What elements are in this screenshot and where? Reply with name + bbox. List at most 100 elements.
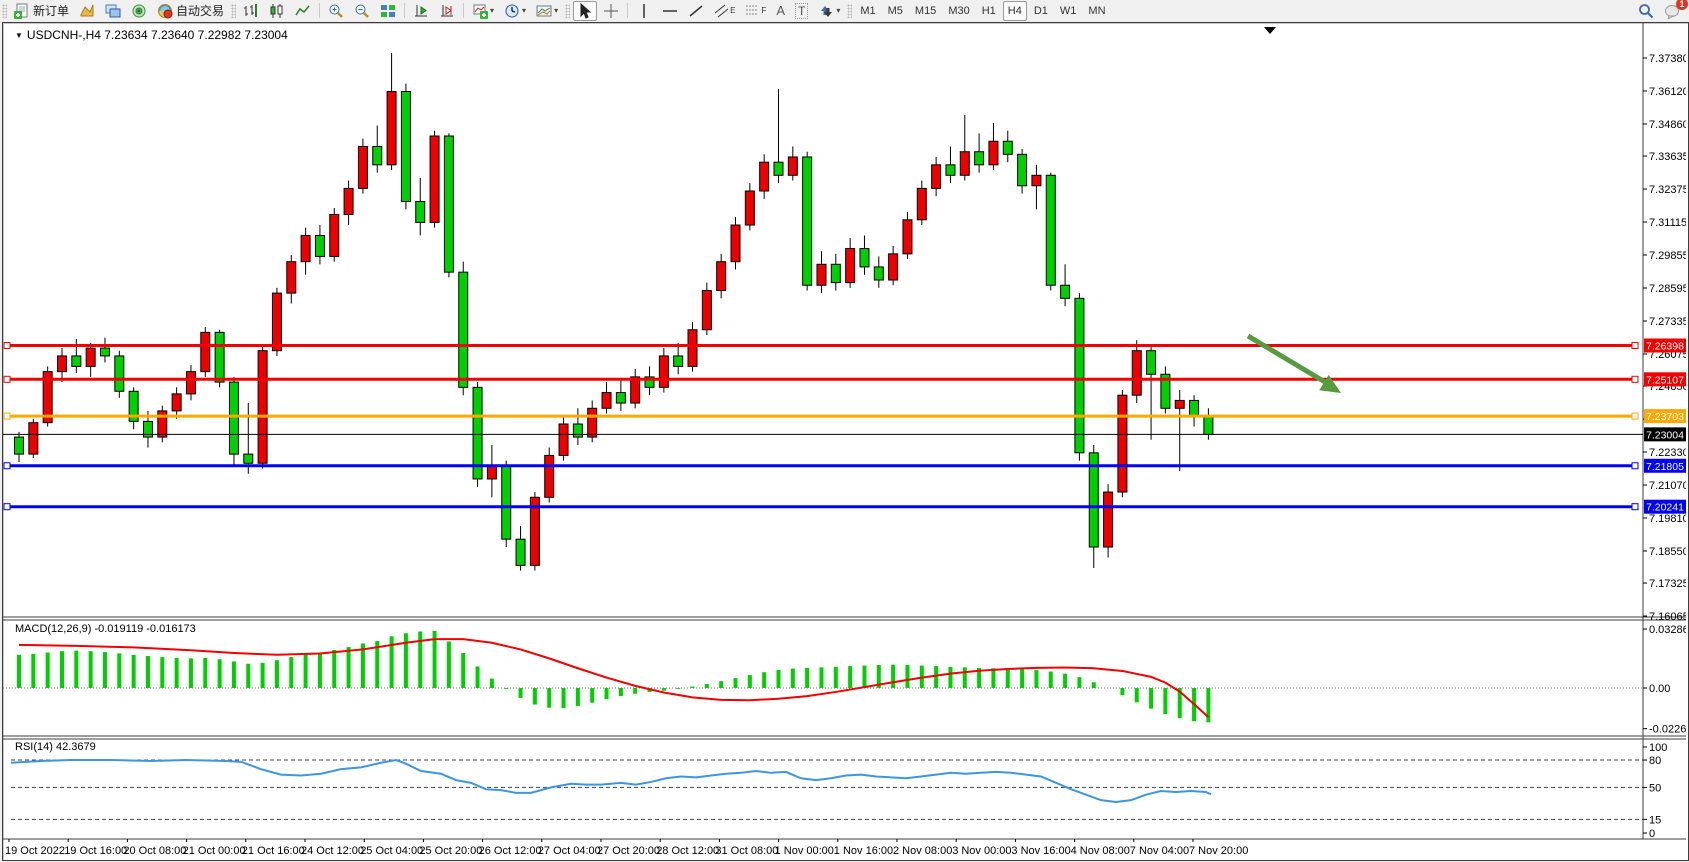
market-watch-icon — [79, 3, 95, 19]
candle-body — [99, 347, 110, 357]
templates-button[interactable]: ▾ — [532, 1, 562, 21]
vertical-line-tool[interactable] — [632, 1, 656, 21]
chart-shift-marker[interactable] — [1264, 27, 1276, 34]
indicators-button[interactable]: ▾ — [468, 1, 498, 21]
chart-canvas[interactable]: 7.37380 7.36120 7.34860 7.33635 7.32375 7.311… — [3, 23, 1686, 858]
candlestick-button[interactable] — [265, 1, 289, 21]
new-order-button[interactable]: 新订单 — [10, 1, 73, 21]
arrows-caret-icon: ▾ — [836, 6, 841, 15]
candle-body — [816, 263, 827, 286]
price-tick-label: 7.22330 — [1649, 447, 1686, 459]
candle-body — [1031, 174, 1042, 187]
candle-body — [587, 407, 598, 438]
price-tick-label: 7.16065 — [1649, 611, 1686, 623]
toolbar-grip — [231, 3, 237, 18]
rsi-tick-label: 80 — [1649, 755, 1661, 767]
crosshair-button[interactable] — [599, 1, 623, 21]
toolbar-separator — [627, 3, 629, 18]
arrows-tool-button[interactable]: ▾ — [814, 1, 844, 21]
candle-body — [286, 261, 297, 294]
hline-handle[interactable] — [3, 412, 11, 420]
candle-body — [773, 161, 784, 176]
chart-shift-button[interactable] — [435, 1, 459, 21]
time-axis-label: 2 Nov 08:00 — [893, 845, 952, 857]
timeframe-m1[interactable]: M1 — [860, 4, 876, 17]
auto-scroll-button[interactable] — [409, 1, 433, 21]
candle-body — [644, 376, 655, 388]
templates-caret-icon: ▾ — [554, 6, 559, 15]
candle-body — [601, 392, 612, 409]
periods-button[interactable]: ▾ — [500, 1, 530, 21]
equidistant-channel-tool[interactable]: E — [710, 1, 739, 21]
community-button[interactable]: 1 — [1660, 0, 1688, 21]
hline-handle[interactable] — [3, 375, 11, 383]
price-badge-label: 7.26398 — [1646, 341, 1684, 353]
candle-body — [572, 423, 583, 438]
hline-handle[interactable] — [3, 503, 11, 511]
timeframe-h4[interactable]: H4 — [1002, 0, 1027, 21]
candle-body — [859, 248, 870, 268]
timeframe-m5[interactable]: M5 — [887, 4, 903, 17]
timeframe-h1[interactable]: H1 — [981, 4, 996, 17]
timeframe-m30[interactable]: M30 — [948, 4, 970, 17]
price-badge — [1644, 372, 1686, 387]
zoom-in-icon — [328, 3, 344, 19]
data-window-button[interactable] — [101, 1, 125, 21]
notification-badge[interactable]: 1 — [1676, 0, 1688, 10]
hline-handle[interactable] — [1631, 503, 1639, 511]
candle-body — [873, 266, 884, 281]
hline-handle[interactable] — [1631, 375, 1639, 383]
line-chart-button[interactable] — [291, 1, 315, 21]
market-watch-button[interactable] — [75, 1, 99, 21]
zoom-out-button[interactable] — [350, 1, 374, 21]
hline-handle[interactable] — [3, 462, 11, 470]
search-icon — [1638, 3, 1654, 19]
candle-body — [1131, 350, 1142, 396]
text-label-tool[interactable]: T — [791, 1, 812, 21]
hline-handle[interactable] — [3, 342, 11, 350]
hline-handle[interactable] — [1631, 462, 1639, 470]
price-tick-label: 7.34860 — [1649, 119, 1686, 131]
candle-body — [1103, 491, 1114, 548]
zoom-in-button[interactable] — [324, 1, 348, 21]
autotrading-icon — [157, 3, 173, 19]
text-tool[interactable]: A — [772, 1, 789, 21]
macd-tick-label: -0.022641 — [1649, 724, 1686, 736]
periods-clock-icon — [504, 3, 520, 19]
trendline-tool[interactable] — [684, 1, 708, 21]
candle-body — [128, 390, 139, 422]
text-tool-glyph: A — [776, 3, 785, 18]
drawn-arrow-head[interactable] — [1319, 374, 1341, 393]
time-axis-label: 1 Nov 16:00 — [834, 845, 893, 857]
fibonacci-tool[interactable]: F — [741, 1, 770, 21]
candle-body — [142, 420, 153, 438]
bar-chart-button[interactable] — [239, 1, 263, 21]
chart-menu-icon[interactable]: ▼ — [15, 31, 23, 40]
candle-body — [673, 355, 684, 367]
timeframe-m15[interactable]: M15 — [914, 4, 937, 17]
horizontal-line-tool[interactable] — [658, 1, 682, 21]
candle-body — [28, 422, 39, 455]
rsi-indicator-label: RSI(14) 42.3679 — [15, 741, 96, 753]
indicators-caret-icon: ▾ — [490, 6, 495, 15]
candle-body — [458, 271, 469, 388]
timeframe-d1[interactable]: D1 — [1033, 4, 1048, 17]
timeframe-mn[interactable]: MN — [1088, 4, 1106, 17]
time-axis-label: 28 Oct 12:00 — [656, 845, 719, 857]
price-tick-label: 7.27335 — [1649, 316, 1686, 328]
navigator-button[interactable] — [127, 1, 151, 21]
cursor-button[interactable] — [573, 0, 598, 21]
chart-title-text: USDCNH-,H4 7.23634 7.23640 7.22982 7.230… — [26, 28, 288, 42]
tile-windows-button[interactable] — [376, 1, 400, 21]
new-order-icon — [14, 3, 30, 19]
timeframe-w1[interactable]: W1 — [1059, 4, 1077, 17]
candle-body — [386, 91, 397, 166]
autotrading-button[interactable]: 自动交易 — [153, 1, 228, 21]
time-axis-label: 4 Nov 08:00 — [1071, 845, 1130, 857]
hline-handle[interactable] — [1631, 342, 1639, 350]
chat-bubble-icon — [1664, 3, 1680, 20]
search-button[interactable] — [1634, 1, 1658, 21]
drawn-arrow[interactable] — [1246, 333, 1327, 385]
candle-body — [931, 164, 942, 189]
hline-handle[interactable] — [1631, 412, 1639, 420]
